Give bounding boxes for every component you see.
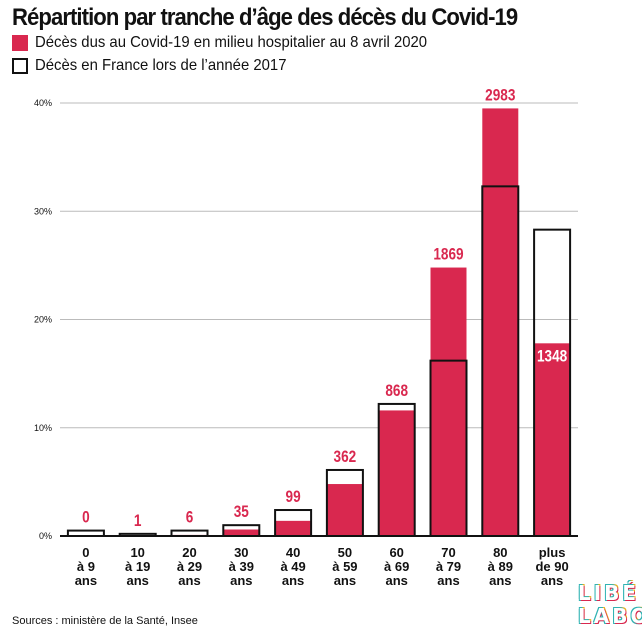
covid-data-label: 99 (286, 488, 301, 507)
legend-label-covid: Décès dus au Covid-19 en milieu hospital… (35, 34, 428, 51)
x-tick-label: 80 (493, 545, 507, 560)
covid-data-label: 362 (334, 448, 357, 467)
covid-data-label: 6 (186, 508, 194, 527)
x-tick-label: à 79 (436, 559, 461, 574)
covid-data-label: 868 (385, 382, 408, 401)
legend-label-2017: Décès en France lors de l’année 2017 (35, 57, 287, 74)
x-tick-label: ans (541, 573, 563, 588)
x-tick-label: ans (230, 573, 252, 588)
x-tick-label: à 69 (384, 559, 409, 574)
x-tick-label: de 90 (535, 559, 568, 574)
x-tick-label: 50 (338, 545, 352, 560)
x-tick-label: ans (489, 573, 511, 588)
y-tick-label: 20% (34, 315, 52, 325)
covid-bar (534, 343, 571, 536)
x-tick-label: à 39 (229, 559, 254, 574)
covid-bar (275, 520, 312, 536)
x-tick-label: 10 (130, 545, 144, 560)
x-tick-label: plus (539, 545, 566, 560)
x-tick-label: ans (334, 573, 356, 588)
y-tick-label: 30% (34, 206, 52, 216)
x-tick-label: à 9 (77, 559, 95, 574)
legend-swatch-covid (12, 35, 28, 51)
x-tick-label: à 29 (177, 559, 202, 574)
logo-line-2: LABO (578, 604, 642, 628)
x-tick-label: 40 (286, 545, 300, 560)
y-tick-label: 40% (34, 98, 52, 108)
logo-line-1: LIBÉ (578, 581, 640, 605)
x-tick-label: ans (178, 573, 200, 588)
covid-data-label: 2983 (485, 86, 515, 105)
x-tick-label: ans (282, 573, 304, 588)
chart-title: Répartition par tranche d’âge des décès … (12, 4, 518, 31)
y-tick-label: 10% (34, 423, 52, 433)
covid-data-label: 1869 (433, 245, 463, 264)
x-tick-label: 0 (82, 545, 89, 560)
covid-bar (223, 529, 260, 536)
covid-data-label: 0 (82, 508, 90, 527)
x-tick-label: 30 (234, 545, 248, 560)
source-note: Sources : ministère de la Santé, Insee (12, 615, 198, 627)
x-tick-label: ans (126, 573, 148, 588)
x-tick-label: 70 (441, 545, 455, 560)
legend-swatch-2017 (12, 58, 28, 74)
x-tick-label: 20 (182, 545, 196, 560)
x-tick-label: à 89 (488, 559, 513, 574)
x-tick-label: à 19 (125, 559, 150, 574)
libe-labo-logo: LIBÉ LABO (578, 581, 642, 634)
legend-item-2017: Décès en France lors de l’année 2017 (12, 57, 305, 75)
x-tick-label: ans (437, 573, 459, 588)
covid-bar (326, 484, 363, 536)
x-tick-label: à 49 (280, 559, 305, 574)
covid-data-label: 1 (134, 511, 142, 530)
covid-bar (482, 108, 519, 536)
covid-data-label: 35 (234, 503, 250, 522)
x-tick-label: à 59 (332, 559, 357, 574)
x-tick-label: 60 (389, 545, 403, 560)
x-tick-label: ans (385, 573, 407, 588)
covid-bar (378, 410, 415, 536)
covid-data-label: 1348 (537, 347, 568, 366)
x-tick-label: ans (75, 573, 97, 588)
y-tick-label: 0% (39, 531, 52, 541)
covid-bar (430, 267, 467, 536)
legend-item-covid: Décès dus au Covid-19 en milieu hospital… (12, 34, 457, 52)
